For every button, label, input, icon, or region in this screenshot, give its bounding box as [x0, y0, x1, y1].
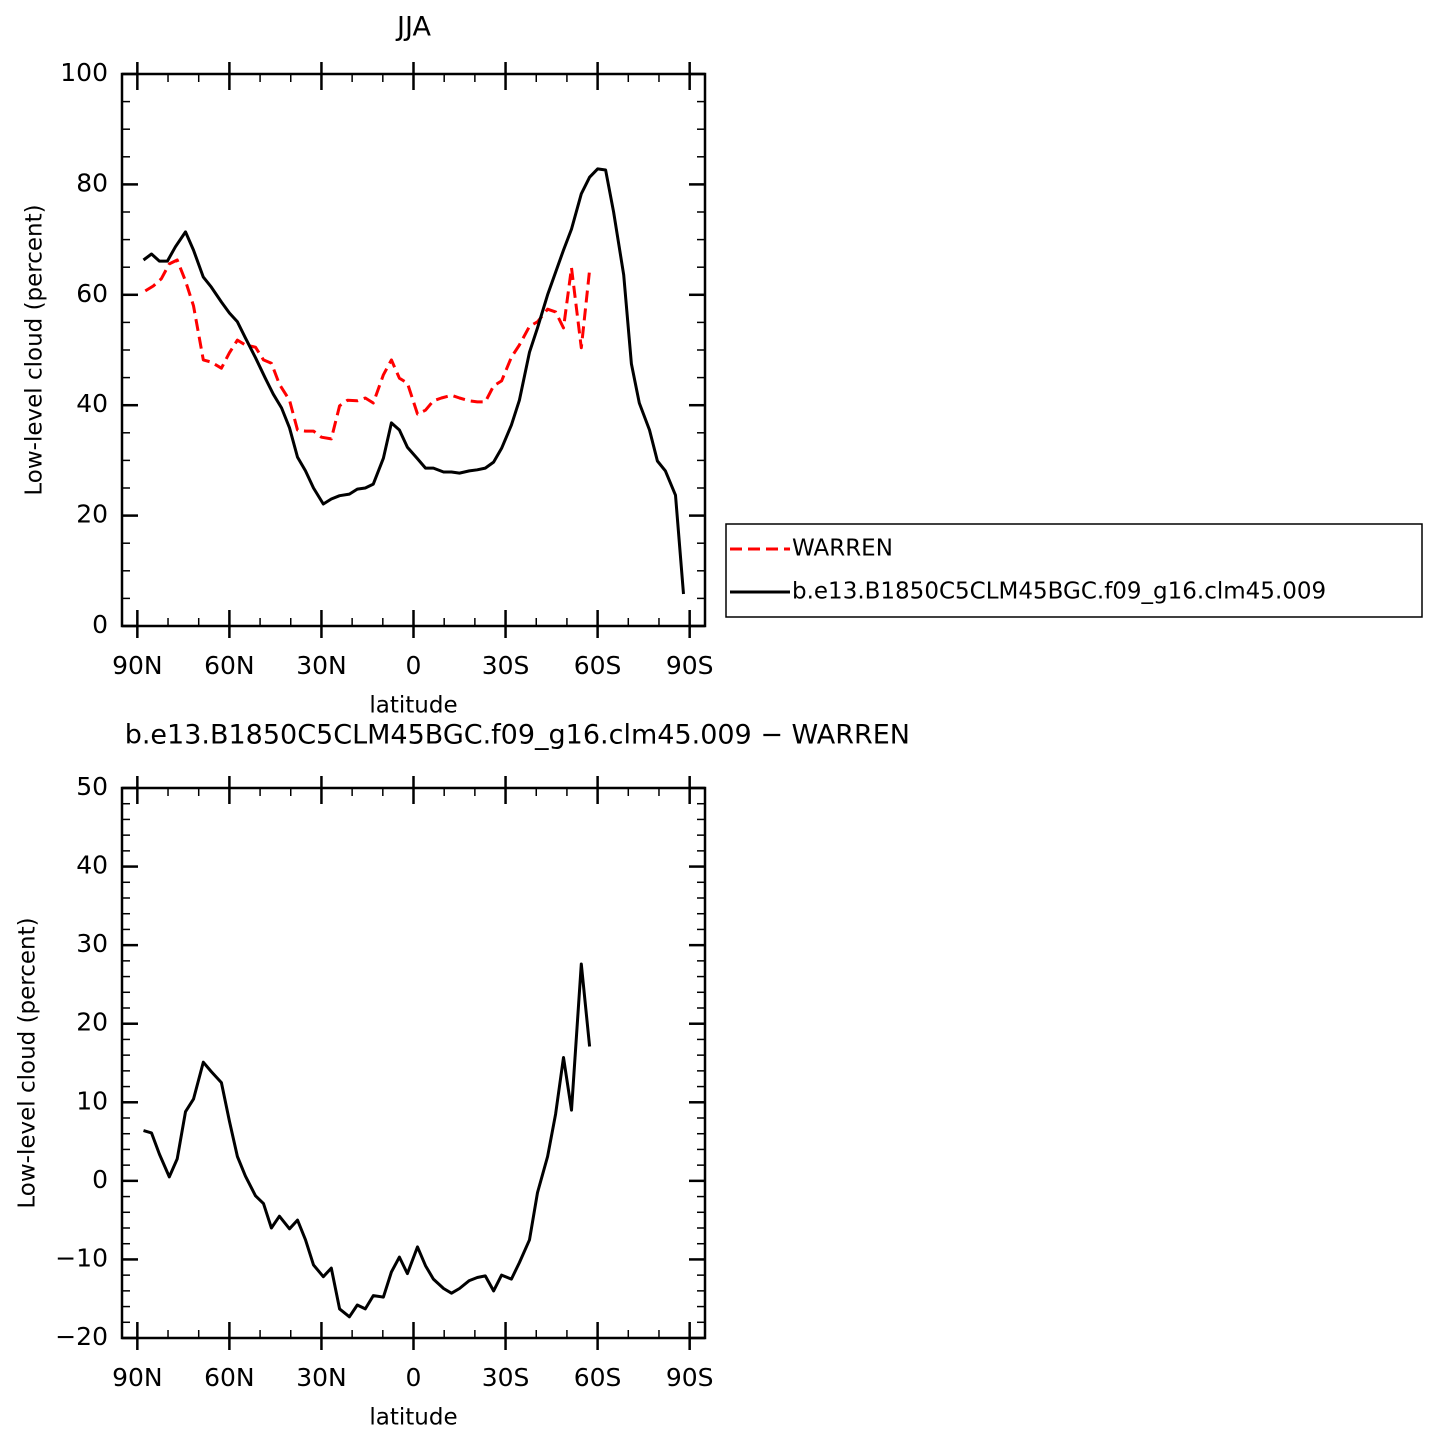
legend-box [725, 523, 1423, 618]
y-tick-label: −10 [55, 1243, 108, 1272]
y-tick-label: 10 [76, 1086, 108, 1115]
x-tick-label: 60S [574, 651, 622, 680]
y-tick-label: 50 [76, 772, 108, 801]
x-axis-label: latitude [369, 1405, 457, 1431]
x-tick-label: 30N [296, 1363, 347, 1392]
y-tick-label: −20 [55, 1322, 108, 1351]
x-tick-label: 30N [296, 651, 347, 680]
y-tick-label: 20 [76, 500, 108, 529]
data-line [142, 167, 685, 595]
x-axis-label: latitude [369, 693, 457, 719]
y-axis-label: Low-level cloud (percent) [22, 204, 48, 495]
x-tick-label: 90S [666, 1363, 714, 1392]
y-tick-label: 40 [76, 389, 108, 418]
y-axis-label: Low-level cloud (percent) [15, 917, 41, 1208]
y-tick-label: 0 [92, 610, 108, 639]
x-tick-label: 90N [112, 1363, 163, 1392]
x-tick-label: 0 [406, 651, 422, 680]
legend-label: b.e13.B1850C5CLM45BGC.f09_g16.clm45.009 [792, 579, 1326, 605]
x-tick-label: 60N [204, 1363, 255, 1392]
y-tick-label: 20 [76, 1008, 108, 1037]
y-tick-label: 80 [76, 168, 108, 197]
x-tick-label: 30S [482, 1363, 530, 1392]
y-tick-label: 100 [60, 58, 108, 87]
chart-title: b.e13.B1850C5CLM45BGC.f09_g16.clm45.009 … [125, 720, 910, 751]
panel: JJA 90N 60N 30N 0 30S 60S 90S 0 20 40 60 80 100 latitu… [22, 12, 1423, 719]
x-tick-label: 60S [574, 1363, 622, 1392]
x-tick-label: 30S [482, 651, 530, 680]
panel: b.e13.B1850C5CLM45BGC.f09_g16.clm45.009 … [15, 720, 911, 1431]
legend: WARREN b.e13.B1850C5CLM45BGC.f09_g16.clm4… [725, 523, 1423, 618]
plot-frame [120, 72, 707, 628]
y-tick-label: 40 [76, 851, 108, 880]
data-line [143, 962, 592, 1319]
x-tick-label: 90N [112, 651, 163, 680]
data-line [144, 258, 592, 441]
x-tick-label: 90S [666, 651, 714, 680]
y-tick-label: 0 [92, 1165, 108, 1194]
legend-label: WARREN [792, 536, 893, 562]
x-tick-label: 60N [204, 651, 255, 680]
y-tick-label: 60 [76, 279, 108, 308]
x-tick-label: 0 [406, 1363, 422, 1392]
y-tick-label: 30 [76, 929, 108, 958]
chart-title: JJA [395, 12, 431, 43]
